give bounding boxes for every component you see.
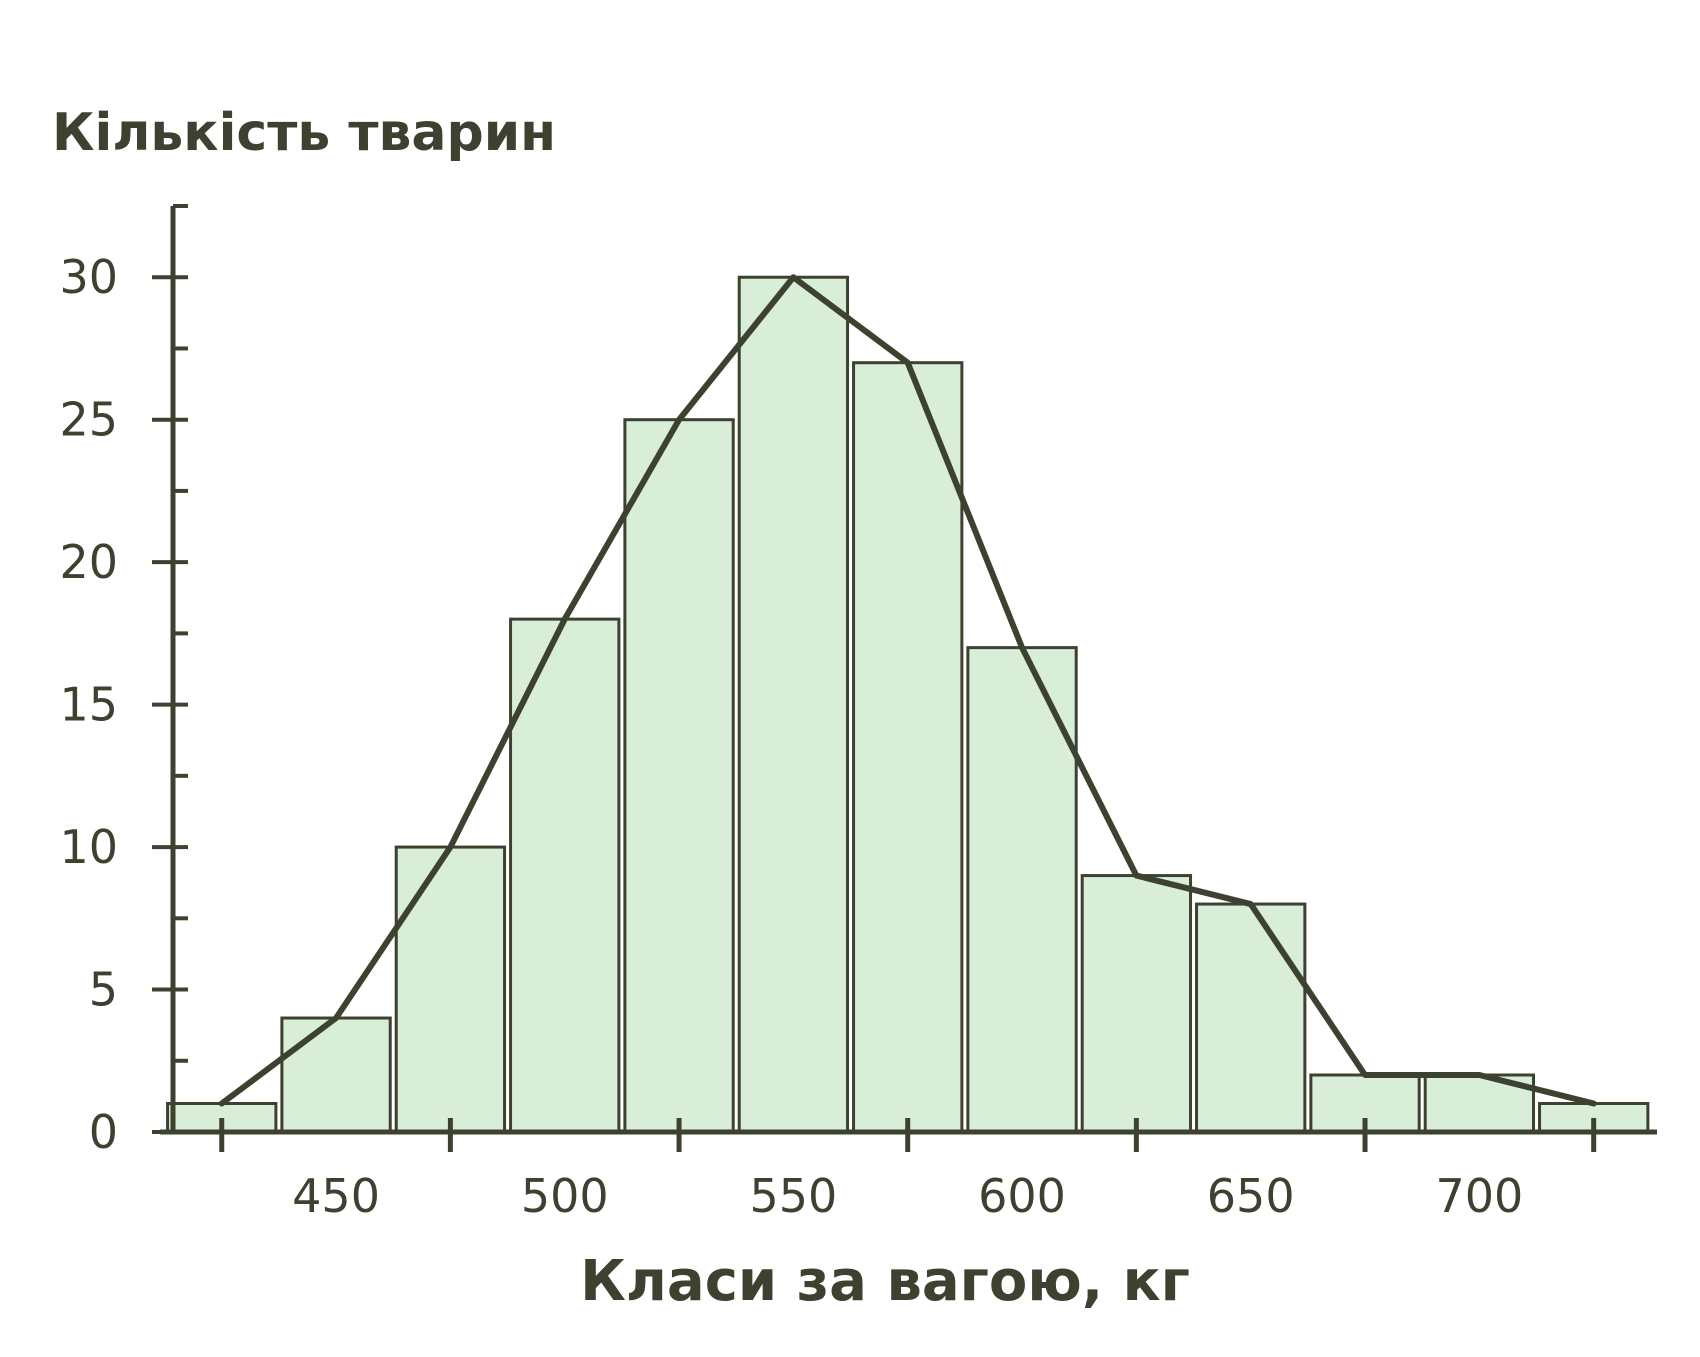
histogram-bar <box>737 275 850 1134</box>
axes <box>152 204 1657 1152</box>
frequency-polygon-line <box>218 274 1597 1107</box>
y-tick-label: 20 <box>59 535 118 589</box>
tick-labels: 0 5 10 15 20 25 30 450 500 550 600 650 700 <box>59 250 1523 1223</box>
histogram-bars <box>166 275 1650 1134</box>
y-tick-label: 15 <box>59 678 118 732</box>
x-tick-label: 500 <box>521 1169 609 1223</box>
frequency-polygon <box>218 274 1597 1107</box>
x-axis-title: Класи за вагою, кг <box>580 1249 1190 1314</box>
y-tick-label: 10 <box>59 820 118 874</box>
y-tick-label: 0 <box>89 1105 118 1159</box>
x-tick-label: 600 <box>978 1169 1066 1223</box>
y-tick-label: 25 <box>59 393 118 447</box>
y-tick-label: 30 <box>59 250 118 304</box>
histogram-bar <box>394 845 507 1134</box>
histogram-bar <box>852 361 964 1134</box>
x-tick-label: 550 <box>749 1169 837 1223</box>
x-tick-label: 450 <box>292 1169 380 1223</box>
y-tick-label: 5 <box>89 963 118 1017</box>
x-tick-label: 700 <box>1435 1169 1523 1223</box>
histogram-bar <box>1080 874 1193 1134</box>
y-axis-title: Кількість тварин <box>52 103 556 163</box>
histogram-bar <box>509 617 621 1134</box>
x-tick-label: 650 <box>1207 1169 1295 1223</box>
histogram-bar <box>1195 902 1307 1134</box>
histogram-bar <box>280 1016 392 1134</box>
histogram-bar <box>623 418 735 1134</box>
